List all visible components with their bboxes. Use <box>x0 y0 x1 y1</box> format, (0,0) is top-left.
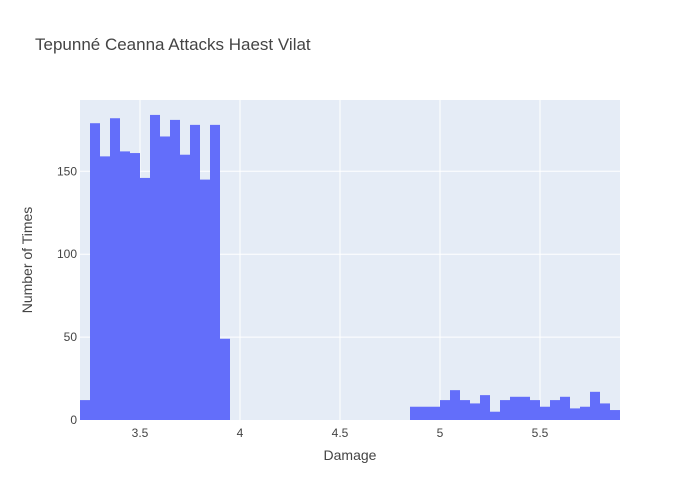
chart-title: Tepunné Ceanna Attacks Haest Vilat <box>35 35 311 54</box>
histogram-bar <box>610 410 620 420</box>
x-tick-labels: 3.5 4 4.5 5 5.5 <box>132 426 549 440</box>
histogram-bar <box>130 153 140 420</box>
histogram-bar <box>490 411 500 420</box>
histogram-bar <box>120 151 130 420</box>
histogram-bar <box>410 406 420 420</box>
y-tick-label: 0 <box>70 413 77 427</box>
histogram-bar <box>570 408 580 420</box>
histogram-bar <box>580 406 590 420</box>
histogram-bar <box>550 400 560 420</box>
histogram-bar <box>470 403 480 420</box>
x-tick-label: 5.5 <box>532 426 549 440</box>
histogram-bar <box>90 123 100 420</box>
histogram-bar <box>560 396 570 420</box>
histogram-bar <box>460 400 470 420</box>
histogram-bar <box>200 179 210 420</box>
histogram-bar <box>530 400 540 420</box>
histogram-bar <box>510 396 520 420</box>
histogram-bar <box>420 406 430 420</box>
x-tick-label: 4.5 <box>332 426 349 440</box>
histogram-bar <box>430 406 440 420</box>
histogram-bar <box>180 154 190 420</box>
histogram-bar <box>110 118 120 420</box>
y-tick-label: 50 <box>64 330 78 344</box>
histogram-bar <box>170 119 180 421</box>
histogram-bar <box>80 400 90 420</box>
y-axis-title: Number of Times <box>19 207 35 314</box>
histogram-bar <box>220 338 230 420</box>
x-tick-label: 3.5 <box>132 426 149 440</box>
y-tick-labels: 0 50 100 150 <box>57 164 77 427</box>
histogram-bar <box>600 403 610 420</box>
histogram-bar <box>500 400 510 420</box>
histogram-bar <box>480 395 490 420</box>
histogram-bar <box>160 136 170 420</box>
y-tick-label: 100 <box>57 247 77 261</box>
x-tick-label: 4 <box>237 426 244 440</box>
histogram-bar <box>140 177 150 420</box>
histogram-bar <box>190 124 200 420</box>
histogram-bar <box>100 156 110 421</box>
histogram-bar <box>450 390 460 420</box>
x-axis-title: Damage <box>324 447 377 463</box>
y-tick-label: 150 <box>57 164 77 178</box>
histogram-bar <box>590 391 600 420</box>
histogram-bar <box>520 396 530 420</box>
histogram-bar <box>540 406 550 420</box>
histogram-bar <box>210 124 220 420</box>
x-tick-label: 5 <box>437 426 444 440</box>
bars <box>80 114 620 421</box>
histogram-bar <box>150 114 160 421</box>
histogram-bar <box>440 400 450 420</box>
